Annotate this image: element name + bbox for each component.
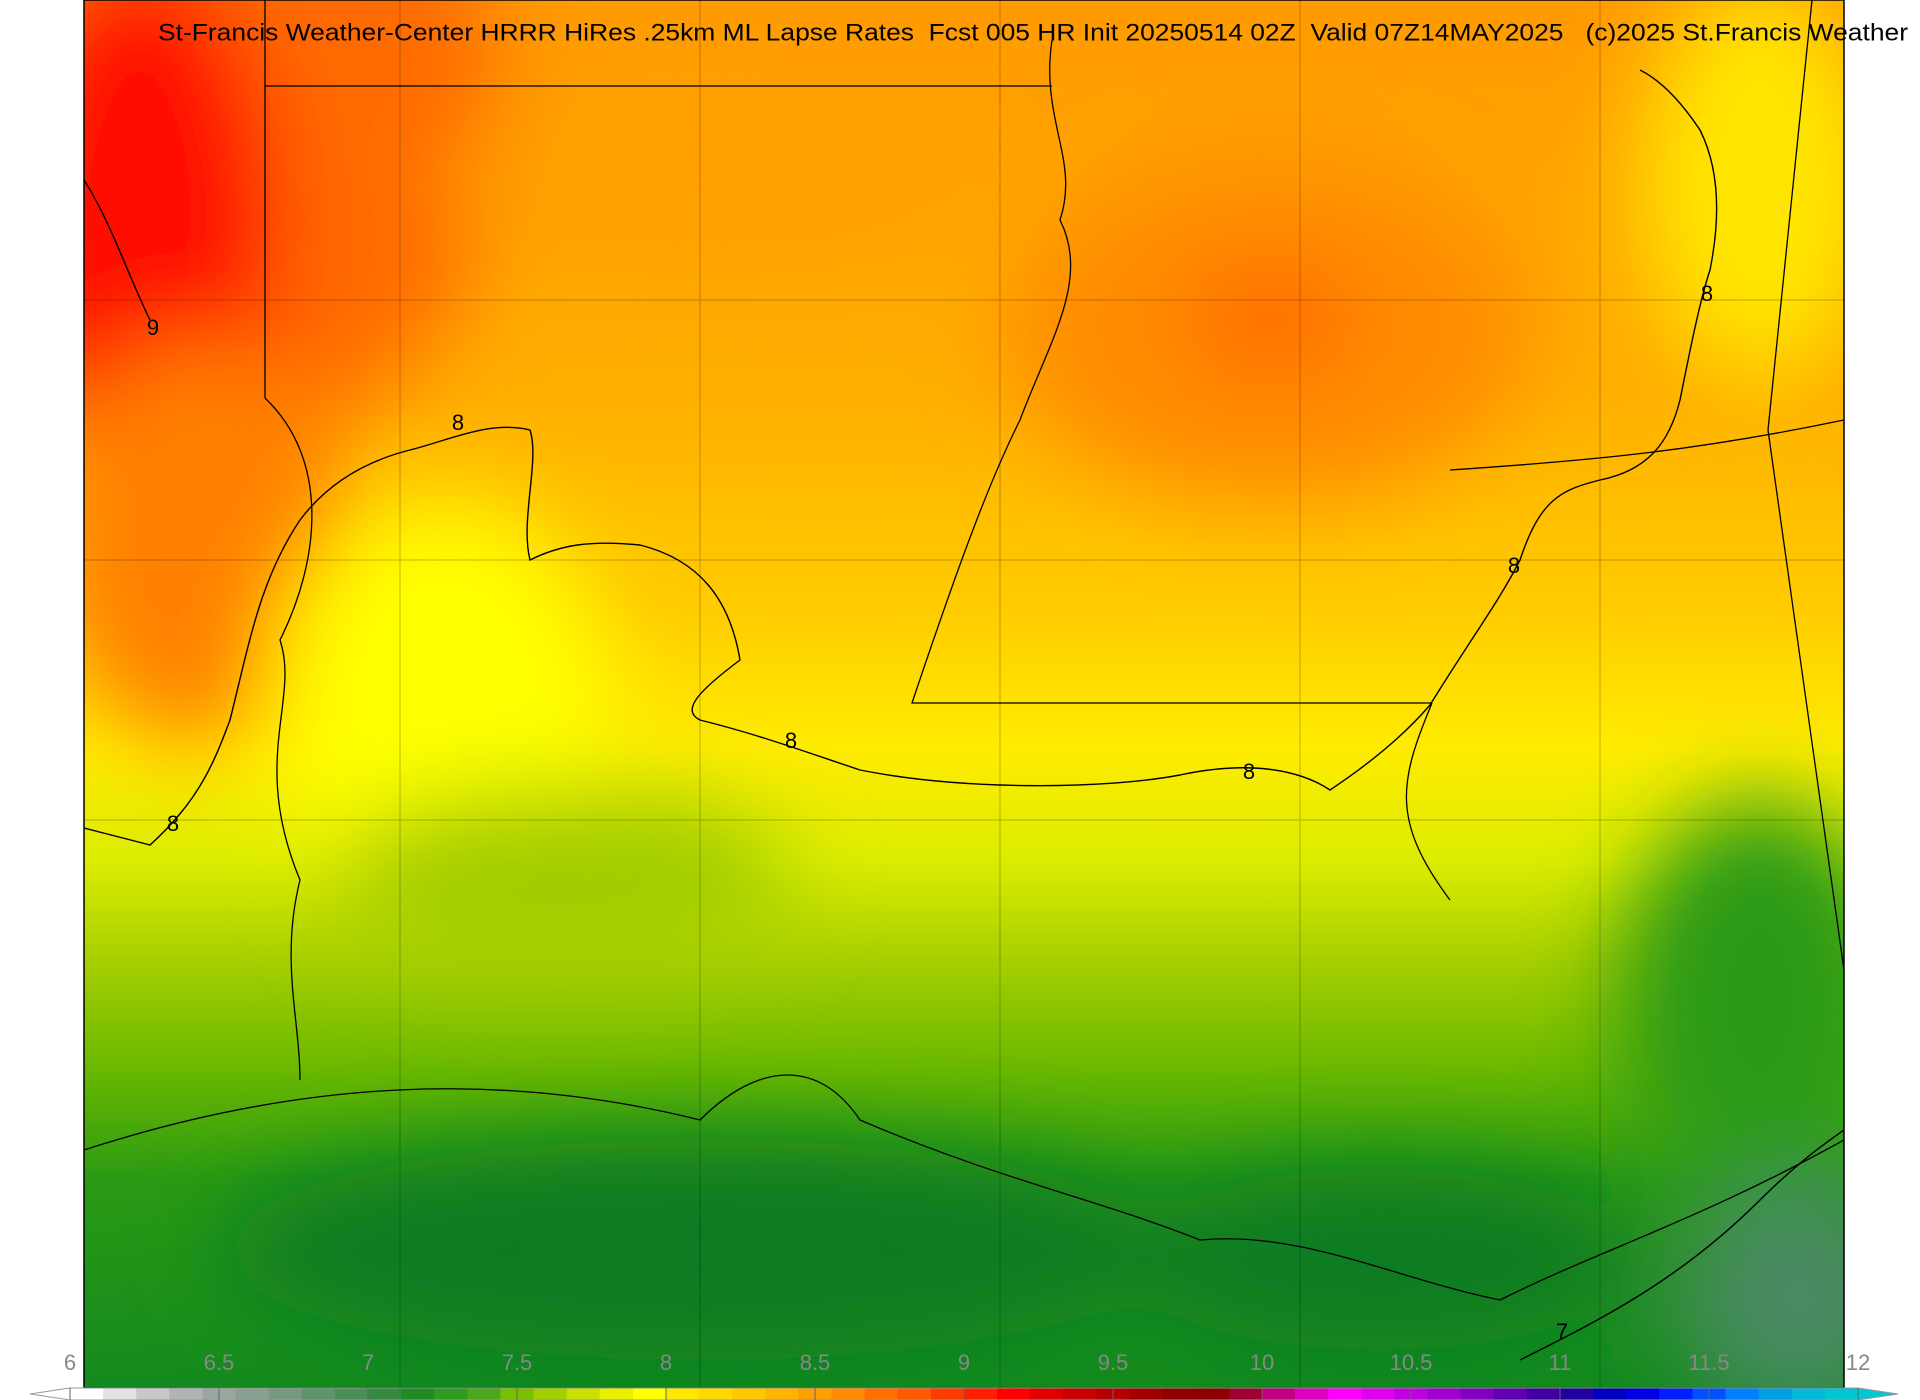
colorbar-segment (1659, 1388, 1693, 1400)
colorbar-segment (136, 1388, 170, 1400)
colorbar-tick-label: 7 (362, 1350, 374, 1375)
colorbar-segment (930, 1388, 965, 1400)
colorbar-tick-label: 8.5 (800, 1350, 831, 1375)
colorbar-segment (1328, 1388, 1362, 1400)
colorbar-tick-label: 10 (1250, 1350, 1274, 1375)
colorbar-segment (467, 1388, 501, 1400)
colorbar-segment (301, 1388, 336, 1400)
contour-labels: 9 8 8 8 8 8 8 7 (147, 281, 1713, 1344)
colorbar-tick-label: 9 (958, 1350, 970, 1375)
colorbar-segment (831, 1388, 866, 1400)
colorbar-segment (1063, 1388, 1097, 1400)
colorbar-tick-label: 9.5 (1098, 1350, 1129, 1375)
colorbar-tick-label: 11.5 (1688, 1350, 1729, 1375)
contour-label: 9 (147, 315, 159, 340)
colorbar-segment (169, 1388, 203, 1400)
contour-lines (84, 69, 1844, 1361)
contour-label: 8 (1508, 553, 1520, 578)
colorbar: 6 6.5 7 7.5 8 8.5 9 9.5 10 10.5 11 11.5 12 (29, 1350, 1899, 1400)
colorbar-segment (765, 1388, 799, 1400)
colorbar-segment (103, 1388, 137, 1400)
colorbar-segment (434, 1388, 468, 1400)
colorbar-segment (533, 1388, 568, 1400)
colorbar-segment (401, 1388, 435, 1400)
colorbar-tick-label: 10.5 (1390, 1350, 1433, 1375)
colorbar-segment (964, 1388, 998, 1400)
colorbar-segment (997, 1388, 1031, 1400)
colorbar-tick-label: 8 (660, 1350, 672, 1375)
colorbar-segment (1262, 1388, 1296, 1400)
colorbar-segment (1593, 1388, 1627, 1400)
colorbar-segment (1560, 1388, 1594, 1400)
colorbar-segment (1824, 1388, 1859, 1400)
colorbar-segment (666, 1388, 700, 1400)
colorbar-segment (897, 1388, 932, 1400)
colorbar-segment (1791, 1388, 1826, 1400)
colorbar-segment (1493, 1388, 1528, 1400)
contour-label: 8 (785, 728, 797, 753)
colorbar-segment (1427, 1388, 1462, 1400)
colorbar-tick-label: 12 (1846, 1350, 1870, 1375)
colorbar-extend-low (29, 1387, 71, 1400)
colorbar-segment (1030, 1388, 1064, 1400)
colorbar-segment (732, 1388, 766, 1400)
colorbar-segment (632, 1388, 667, 1400)
colorbar-segment (1361, 1388, 1395, 1400)
colorbar-segment (1162, 1388, 1197, 1400)
colorbar-segment (1626, 1388, 1660, 1400)
colorbar-segment (1129, 1388, 1164, 1400)
contour-label: 7 (1556, 1319, 1568, 1344)
colorbar-segment (864, 1388, 899, 1400)
colorbar-segment (1460, 1388, 1495, 1400)
colorbar-segment (1725, 1388, 1760, 1400)
colorbar-segment (1195, 1388, 1230, 1400)
colorbar-segment (334, 1388, 369, 1400)
colorbar-segment (70, 1388, 104, 1400)
colorbar-segment (1758, 1388, 1793, 1400)
contour-label: 8 (1243, 759, 1255, 784)
colorbar-segment (268, 1388, 303, 1400)
colorbar-segment (699, 1388, 733, 1400)
colorbar-segment (566, 1388, 601, 1400)
colorbar-segment (1526, 1388, 1561, 1400)
contour-label: 8 (452, 410, 464, 435)
colorbar-tick-label: 11 (1549, 1350, 1572, 1375)
colorbar-segment (368, 1388, 402, 1400)
colorbar-segment (235, 1388, 270, 1400)
colorbar-tick-label: 6 (64, 1350, 76, 1375)
colorbar-tick-label: 7.5 (502, 1350, 533, 1375)
contour-label: 8 (1701, 281, 1713, 306)
colorbar-tick-label: 6.5 (204, 1350, 235, 1375)
colorbar-segment (1228, 1388, 1263, 1400)
state-borders (84, 0, 1844, 1301)
colorbar-extend-high (1857, 1387, 1899, 1400)
contour-label: 8 (167, 811, 179, 836)
colorbar-segment (1295, 1388, 1329, 1400)
colorbar-segment (599, 1388, 634, 1400)
map-title: St-Francis Weather-Center HRRR HiRes .25… (158, 19, 1908, 46)
